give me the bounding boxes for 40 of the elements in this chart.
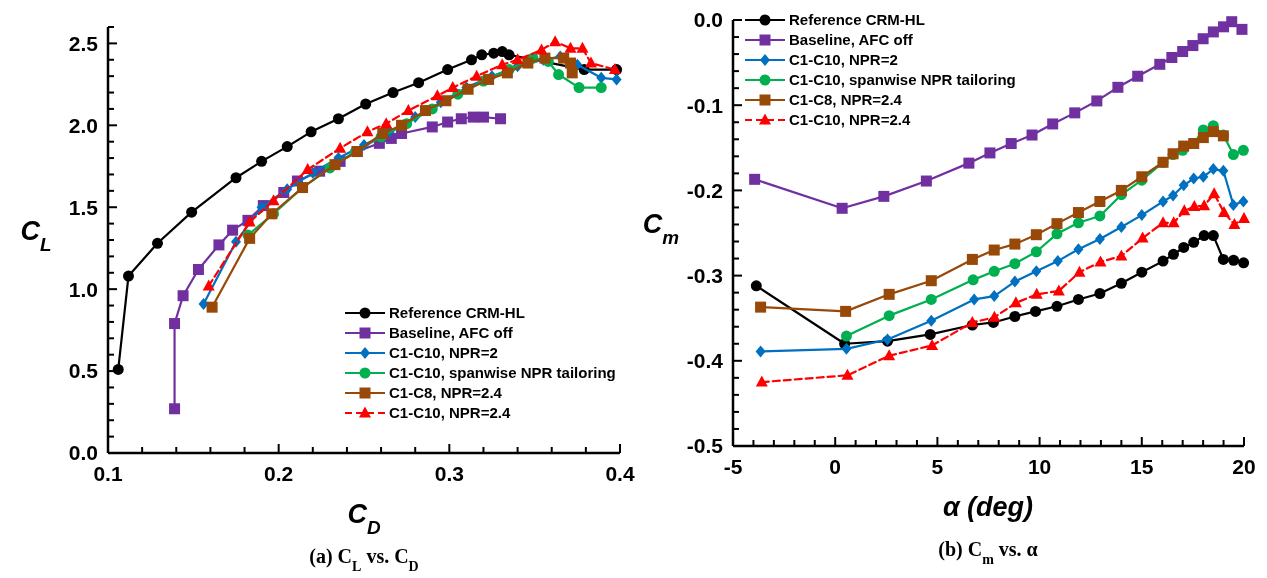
y-tick-label: -0.3 [686, 263, 723, 287]
y-tick-label: -0.1 [686, 93, 724, 117]
x-tick-label: 0.2 [264, 462, 294, 485]
legend-label: Reference CRM-HL [789, 11, 925, 29]
text: (b) C$_{m}$ vs. α [938, 538, 1038, 567]
x-axis-title: α (deg) [942, 492, 1034, 522]
x-tick-label: 5 [931, 455, 944, 478]
x-axis-title: C$_{D}$ [347, 499, 381, 538]
y-tick-label: 1.0 [68, 277, 98, 301]
x-tick-label: 0.1 [93, 462, 123, 485]
y-tick-label: -0.5 [686, 434, 724, 458]
y-tick-label: 1.5 [68, 195, 99, 219]
text: (a) C$_{L}$ vs. C$_{D}$ [309, 545, 419, 574]
y-tick-label: 0.5 [68, 359, 99, 383]
y-tick-label: -0.4 [686, 349, 724, 373]
y-axis-title: C$_{m}$ [642, 209, 680, 248]
y-tick-label: 2.0 [68, 113, 98, 137]
x-tick-label: 10 [1027, 455, 1052, 478]
legend-label: Baseline, AFC off [789, 31, 914, 49]
legend-label: C1-C10, NPR=2.4 [789, 111, 911, 129]
legend-label: C1-C10, spanwise NPR tailoring [789, 71, 1016, 89]
legend-label: C1-C10, spanwise NPR tailoring [389, 364, 616, 382]
legend-label: Reference CRM-HL [389, 304, 525, 322]
legend-label: Baseline, AFC off [389, 324, 514, 342]
x-tick-label: 0 [829, 455, 842, 478]
x-tick-label: 0.4 [605, 462, 635, 485]
legend-label: C1-C8, NPR=2.4 [789, 91, 903, 109]
legend-label: C1-C8, NPR=2.4 [389, 384, 503, 402]
x-tick-label: 0.3 [434, 462, 464, 485]
y-tick-label: -0.2 [686, 178, 723, 202]
legend-label: C1-C10, NPR=2 [789, 51, 898, 69]
legend-label: C1-C10, NPR=2.4 [389, 404, 511, 422]
x-tick-label: -5 [723, 455, 743, 478]
x-tick-label: 15 [1130, 455, 1154, 478]
y-tick-label: 2.5 [68, 31, 99, 55]
y-axis-title: C$_{L}$ [20, 216, 52, 255]
y-tick-label: 0.0 [68, 441, 98, 465]
x-tick-label: 20 [1232, 455, 1256, 478]
legend-label: C1-C10, NPR=2 [389, 344, 498, 362]
y-tick-label: 0.0 [693, 8, 723, 32]
